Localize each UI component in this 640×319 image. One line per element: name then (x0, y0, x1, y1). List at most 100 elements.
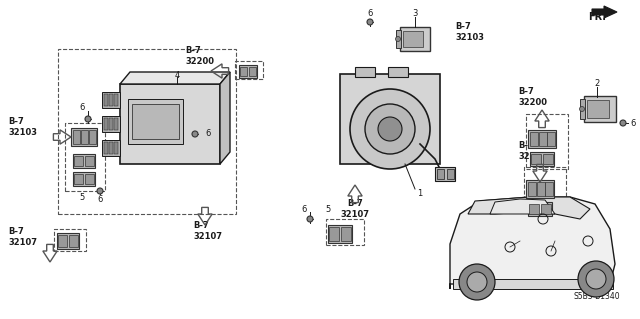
Bar (85, 156, 94, 166)
Bar (453, 279, 613, 289)
Bar (530, 152, 554, 166)
Text: 6: 6 (97, 195, 102, 204)
Circle shape (586, 269, 606, 289)
Bar (81, 130, 88, 144)
Text: 6: 6 (301, 204, 307, 213)
Bar (538, 132, 547, 146)
Bar (69, 235, 78, 247)
Text: B-7
32107: B-7 32107 (340, 199, 369, 219)
Polygon shape (490, 199, 555, 214)
Bar (403, 31, 423, 47)
Circle shape (467, 272, 487, 292)
Bar (73, 172, 95, 186)
Text: B-7
32107: B-7 32107 (8, 227, 37, 247)
Circle shape (85, 116, 91, 122)
Text: B-7
32103: B-7 32103 (518, 141, 547, 161)
Bar (85, 174, 94, 184)
Bar (104, 94, 108, 106)
Bar (102, 92, 120, 108)
Bar (388, 67, 408, 77)
Bar (536, 182, 545, 196)
Bar (57, 233, 79, 249)
Text: 6: 6 (630, 118, 636, 128)
Bar (529, 204, 539, 214)
Bar (114, 142, 118, 154)
Bar (74, 156, 83, 166)
Circle shape (365, 104, 415, 154)
Polygon shape (450, 197, 615, 289)
Text: 6: 6 (205, 130, 211, 138)
Bar (249, 66, 256, 76)
Bar (73, 154, 95, 168)
Bar (71, 128, 97, 146)
Circle shape (620, 120, 626, 126)
Bar (528, 202, 552, 216)
Bar (531, 154, 541, 164)
Bar (54, 229, 86, 251)
Text: 2: 2 (595, 79, 600, 88)
Bar (235, 61, 263, 79)
Bar (104, 142, 108, 154)
Circle shape (350, 89, 430, 169)
Circle shape (367, 19, 373, 25)
Polygon shape (468, 197, 590, 219)
Bar (584, 96, 616, 122)
Circle shape (396, 36, 401, 41)
Bar (128, 99, 183, 144)
Text: 6: 6 (367, 9, 372, 18)
Bar (526, 180, 554, 198)
Bar (74, 174, 83, 184)
Bar (528, 182, 536, 196)
Text: 1: 1 (417, 189, 422, 198)
Text: 5: 5 (79, 192, 84, 202)
Bar (526, 114, 568, 169)
Bar (447, 169, 454, 179)
Bar (104, 118, 108, 130)
Bar (528, 130, 556, 148)
Bar (435, 167, 455, 181)
Text: 5: 5 (325, 204, 331, 213)
Bar (340, 74, 440, 164)
Bar (543, 154, 553, 164)
Circle shape (97, 188, 103, 194)
Bar (437, 169, 444, 179)
Bar (109, 94, 113, 106)
Bar (547, 132, 555, 146)
Circle shape (378, 117, 402, 141)
Text: 6: 6 (79, 103, 84, 113)
Circle shape (578, 261, 614, 297)
Text: B-7
32200: B-7 32200 (185, 46, 214, 66)
Circle shape (192, 131, 198, 137)
Bar (239, 64, 257, 78)
Text: FR.: FR. (588, 12, 606, 22)
Text: B-7
32103: B-7 32103 (455, 22, 484, 42)
Bar (58, 235, 67, 247)
Bar (58, 49, 236, 214)
Circle shape (579, 107, 584, 112)
Bar (114, 118, 118, 130)
Bar (400, 27, 430, 51)
Circle shape (307, 216, 313, 222)
Bar (114, 94, 118, 106)
Bar (328, 225, 352, 243)
Bar (341, 227, 351, 241)
Text: B-7
32103: B-7 32103 (8, 117, 37, 137)
Bar (530, 132, 538, 146)
Bar (102, 116, 120, 132)
Bar (545, 182, 553, 196)
Bar (109, 118, 113, 130)
Bar (396, 30, 401, 48)
Bar (524, 167, 566, 219)
Text: B-7
32107: B-7 32107 (193, 221, 222, 241)
Bar (329, 227, 339, 241)
Polygon shape (120, 72, 230, 84)
Text: 3: 3 (412, 9, 418, 18)
Bar (326, 219, 364, 245)
Bar (89, 130, 96, 144)
Bar (355, 67, 375, 77)
Polygon shape (592, 6, 617, 18)
Circle shape (459, 264, 495, 300)
Bar (587, 100, 609, 118)
Bar (73, 130, 81, 144)
Text: B-7
32200: B-7 32200 (518, 87, 547, 107)
